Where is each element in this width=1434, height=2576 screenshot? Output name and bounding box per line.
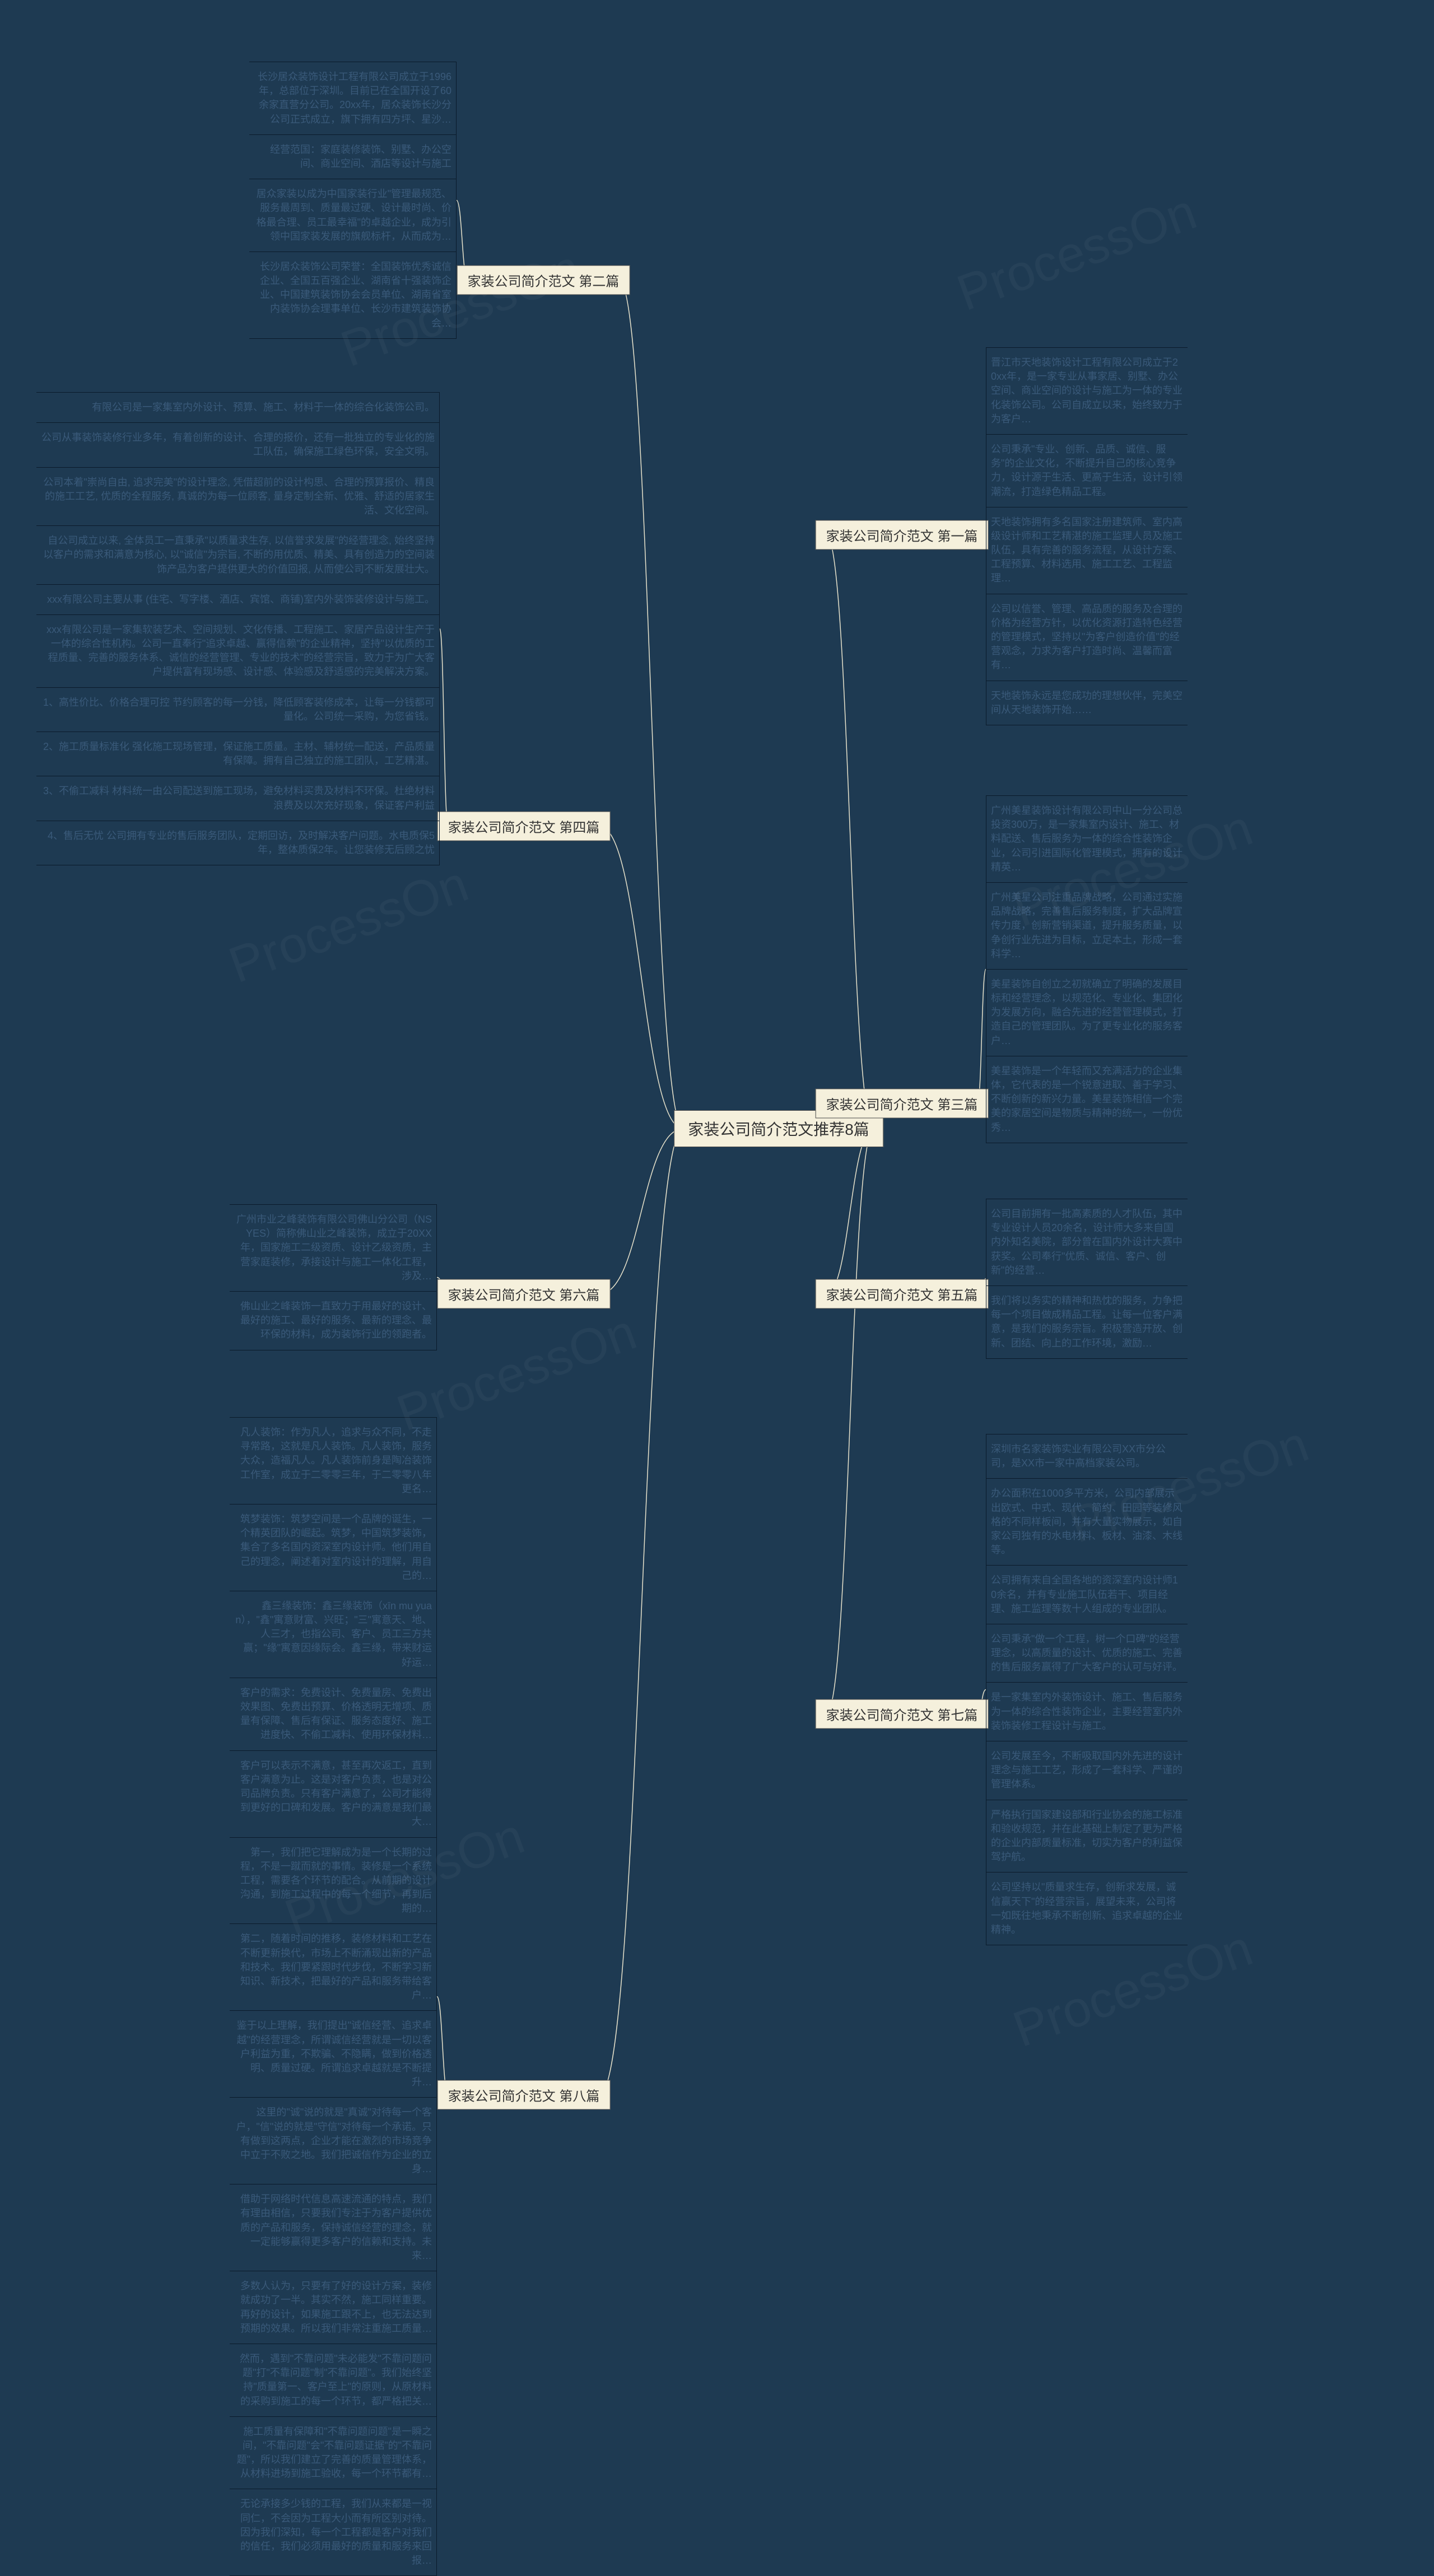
leaf-b8-4: 客户可以表示不满意，甚至再次返工，直到客户满意为止。这是对客户负责，也是对公司品… [230,1751,437,1838]
leaf-b8-12: 施工质量有保障和"不靠问题问题"是一瞬之间，"不靠问题"会"不靠问题证据"的"不… [230,2417,437,2490]
leaf-b4-2: 公司本着"崇尚自由, 追求完美"的设计理念, 凭借超前的设计构思、合理的预算报价… [36,468,440,527]
leaf-b8-2: 鑫三缘装饰：鑫三缘装饰（xīn mu yuan），"鑫"寓意财富、兴旺；"三"寓… [230,1591,437,1678]
leaf-b8-11: 然而，遇到"不靠问题"未必能发"不靠问题问题"打"不靠问题"制"不靠问题"。我们… [230,2344,437,2417]
leaf-b7-5: 公司发展至今，不断吸取国内外先进的设计理念与施工工艺，形成了一套科学、严谨的管理… [986,1741,1188,1800]
leaf-b4-3: 自公司成立以来, 全体员工一直秉承"以质量求生存, 以信誉求发展"的经营理念, … [36,526,440,585]
leaf-b8-0: 凡人装饰：作为凡人，追求与众不同，不走寻常路，这就是凡人装饰。凡人装饰，服务大众… [230,1417,437,1504]
leaf-group-b1: 晋江市天地装饰设计工程有限公司成立于20xx年，是一家专业从事家居、别墅、办公空… [986,347,1188,725]
leaf-b8-5: 第一，我们把它理解成为是一个长期的过程，不是一蹴而就的事情。装修是一个系统工程，… [230,1838,437,1925]
leaf-b6-0: 广州市业之峰装饰有限公司佛山分公司（NSYES）简称佛山业之峰装饰，成立于20X… [230,1204,437,1292]
leaf-b2-1: 经营范国：家庭装修装饰、别墅、办公空间、商业空间、酒店等设计与施工 [249,135,457,179]
leaf-b7-1: 办公面积在1000多平方米，公司内部展示出欧式、中式、现代、简约、田园等装修风格… [986,1479,1188,1566]
leaf-b8-9: 借助于网络时代信息高速流通的特点，我们有理由相信，只要我们专注于为客户提供优质的… [230,2184,437,2271]
leaf-b8-10: 多数人认为，只要有了好的设计方案，装修就成功了一半。其实不然，施工同样重要。再好… [230,2271,437,2344]
leaf-b1-1: 公司秉承"专业、创新、品质、诚信、服务"的企业文化，不断提升自己的核心竞争力，设… [986,435,1188,507]
leaf-b3-3: 美星装饰是一个年轻而又充满活力的企业集体，它代表的是一个锐意进取、善于学习、不断… [986,1056,1188,1143]
branch-b3: 家装公司简介范文 第三篇 [816,1089,989,1119]
branch-b7: 家装公司简介范文 第七篇 [816,1699,989,1729]
leaf-b7-7: 公司坚持以"质量求生存，创新求发展，诚信赢天下"的经营宗旨，展望未来，公司将一如… [986,1872,1188,1945]
leaf-group-b6: 广州市业之峰装饰有限公司佛山分公司（NSYES）简称佛山业之峰装饰，成立于20X… [230,1204,437,1350]
leaf-group-b2: 长沙居众装饰设计工程有限公司成立于1996年，总部位于深圳。目前已在全国开设了6… [249,62,457,339]
leaf-b2-3: 长沙居众装饰公司荣誉：全国装饰优秀诚信企业、全国五百强企业、湖南省十强装饰企业、… [249,252,457,339]
leaf-b7-3: 公司秉承"做一个工程，树一个口碑"的经营理念，以高质量的设计、优质的施工、完善的… [986,1624,1188,1683]
leaf-b4-0: 有限公司是一家集室内外设计、预算、施工、材料于一体的综合化装饰公司。 [36,392,440,423]
leaf-b4-1: 公司从事装饰装修行业多年，有着创新的设计、合理的报价，还有一批独立的专业化的施工… [36,423,440,467]
leaf-b1-2: 天地装饰拥有多名国家注册建筑师、室内高级设计师和工艺精湛的施工监理人员及施工队伍… [986,507,1188,594]
leaf-b4-5: xxx有限公司是一家集软装艺术、空间规划、文化传播、工程施工、家居产品设计生产于… [36,615,440,688]
leaf-group-b8: 凡人装饰：作为凡人，追求与众不同，不走寻常路，这就是凡人装饰。凡人装饰，服务大众… [230,1417,437,2576]
leaf-b5-1: 我们将以务实的精神和热忱的服务，力争把每一个项目做成精品工程。让每一位客户满意，… [986,1286,1188,1359]
leaf-b1-4: 天地装饰永远是您成功的理想伙伴，完美空间从天地装饰开始…… [986,681,1188,725]
leaf-b3-1: 广州美星公司注重品牌战略，公司通过实施品牌战略，完善售后服务制度，扩大品牌宣传力… [986,883,1188,970]
leaf-group-b7: 深圳市名家装饰实业有限公司XX市分公司，是XX市一家中高档家装公司。办公面积在1… [986,1434,1188,1945]
branch-b2: 家装公司简介范文 第二篇 [457,265,630,295]
leaf-group-b5: 公司目前拥有一批高素质的人才队伍，其中专业设计人员20余名，设计师大多来自国内外… [986,1199,1188,1359]
leaf-b2-0: 长沙居众装饰设计工程有限公司成立于1996年，总部位于深圳。目前已在全国开设了6… [249,62,457,135]
leaf-b1-0: 晋江市天地装饰设计工程有限公司成立于20xx年，是一家专业从事家居、别墅、办公空… [986,347,1188,435]
leaf-b7-2: 公司拥有来自全国各地的资深室内设计师10余名，并有专业施工队伍若干、项目经理、施… [986,1566,1188,1624]
leaf-b8-13: 无论承接多少钱的工程，我们从来都是一视同仁，不会因为工程大小而有所区别对待。因为… [230,2489,437,2576]
leaf-b6-1: 佛山业之峰装饰一直致力于用最好的设计、最好的施工、最好的服务、最新的理念、最环保… [230,1292,437,1350]
leaf-group-b4: 有限公司是一家集室内外设计、预算、施工、材料于一体的综合化装饰公司。公司从事装饰… [36,392,440,865]
leaf-b8-7: 鉴于以上理解，我们提出"诚信经营、追求卓越"的经营理念，所谓诚信经营就是一切以客… [230,2011,437,2098]
branch-b4: 家装公司简介范文 第四篇 [437,812,611,841]
leaf-b7-6: 严格执行国家建设部和行业协会的施工标准和验收规范，并在此基础上制定了更为严格的企… [986,1800,1188,1873]
leaf-group-b3: 广州美星装饰设计有限公司中山一分公司总投资300万，是一家集室内设计、施工、材料… [986,795,1188,1143]
leaf-b4-9: 4、售后无忧 公司拥有专业的售后服务团队，定期回访，及时解决客户问题。水电质保5… [36,821,440,865]
leaf-b7-4: 是一家集室内外装饰设计、施工、售后服务为一体的综合性装饰企业，主要经营室内外装饰… [986,1683,1188,1741]
leaf-b4-6: 1、高性价比、价格合理可控 节约顾客的每一分钱，降低顾客装修成本，让每一分钱都可… [36,688,440,732]
leaf-b2-2: 居众家装以成为中国家装行业"管理最规范、服务最周到、质量最过硬、设计最时尚、价格… [249,179,457,252]
branch-b6: 家装公司简介范文 第六篇 [437,1279,611,1309]
connector-layer [0,0,1434,2309]
watermark: ProcessOn [950,183,1204,323]
leaf-b3-0: 广州美星装饰设计有限公司中山一分公司总投资300万，是一家集室内设计、施工、材料… [986,795,1188,883]
leaf-b8-3: 客户的需求：免费设计、免费量房、免费出效果图、免费出预算、价格透明无增项、质量有… [230,1678,437,1751]
branch-b5: 家装公司简介范文 第五篇 [816,1279,989,1309]
leaf-b5-0: 公司目前拥有一批高素质的人才队伍，其中专业设计人员20余名，设计师大多来自国内外… [986,1199,1188,1286]
leaf-b4-7: 2、施工质量标准化 强化施工现场管理，保证施工质量。主材、辅材统一配送，产品质量… [36,732,440,776]
leaf-b1-3: 公司以信誉、管理、高品质的服务及合理的价格为经营方针，以优化资源打造特色经营的管… [986,594,1188,681]
branch-b1: 家装公司简介范文 第一篇 [816,520,989,550]
leaf-b4-4: xxx有限公司主要从事 (住宅、写字楼、酒店、宾馆、商铺)室内外装饰装修设计与施… [36,585,440,615]
watermark: ProcessOn [222,855,476,995]
leaf-b8-6: 第二，随着时间的推移，装修材料和工艺在不断更新换代，市场上不断涌现出新的产品和技… [230,1924,437,2011]
branch-b8: 家装公司简介范文 第八篇 [437,2080,611,2110]
leaf-b3-2: 美星装饰自创立之初就确立了明确的发展目标和经营理念，以规范化、专业化、集团化为发… [986,970,1188,1056]
leaf-b8-1: 筑梦装饰：筑梦空间是一个品牌的诞生，一个精英团队的崛起。筑梦，中国筑梦装饰，集合… [230,1504,437,1591]
leaf-b4-8: 3、不偷工减料 材料统一由公司配送到施工现场，避免材料买贵及材料不环保。杜绝材料… [36,776,440,821]
leaf-b8-8: 这里的"诚"说的就是"真诚"对待每一个客户，"信"说的就是"守信"对待每一个承诺… [230,2098,437,2184]
leaf-b7-0: 深圳市名家装饰实业有限公司XX市分公司，是XX市一家中高档家装公司。 [986,1434,1188,1479]
